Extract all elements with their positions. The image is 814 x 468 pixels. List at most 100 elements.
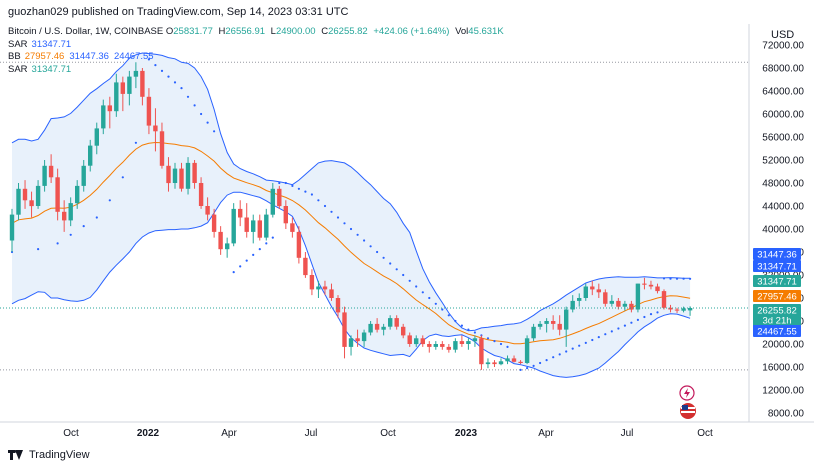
candle-body[interactable] [159, 131, 165, 166]
candle-body[interactable] [537, 323, 543, 327]
candle-body[interactable] [231, 208, 236, 244]
candle-body[interactable] [238, 208, 243, 218]
candle-body[interactable] [518, 361, 523, 363]
candle-body[interactable] [661, 291, 667, 308]
candle-body[interactable] [401, 326, 406, 336]
candle-body[interactable] [453, 341, 458, 350]
candle-body[interactable] [603, 292, 608, 304]
candle-body[interactable] [394, 318, 399, 327]
candle-body[interactable] [107, 105, 112, 112]
candle-body[interactable] [355, 338, 360, 342]
candle-body[interactable] [29, 200, 34, 207]
candle-body[interactable] [244, 217, 249, 232]
candle-body[interactable] [218, 231, 223, 250]
candle-body[interactable] [185, 162, 191, 189]
candle-body[interactable] [166, 165, 171, 184]
current-price-tag[interactable] [753, 304, 801, 327]
price-tag[interactable] [753, 260, 801, 272]
candle-body[interactable] [303, 257, 308, 276]
candle-body[interactable] [622, 303, 628, 307]
candle-body[interactable] [264, 214, 269, 238]
candle-body[interactable] [283, 206, 288, 224]
candle-body[interactable] [172, 168, 178, 183]
candle-body[interactable] [427, 344, 432, 347]
candle-body[interactable] [146, 96, 152, 126]
candle-body[interactable] [296, 231, 302, 258]
candle-body[interactable] [551, 321, 556, 324]
candle-body[interactable] [583, 286, 588, 299]
candle-body[interactable] [564, 309, 569, 330]
candle-body[interactable] [16, 188, 21, 215]
candle-body[interactable] [335, 298, 341, 313]
candle-body[interactable] [62, 211, 67, 221]
candle-body[interactable] [648, 284, 654, 287]
legend-symbol[interactable]: Bitcoin / U.S. Dollar, 1W, COINBASE [8, 26, 164, 37]
candle-body[interactable] [681, 308, 686, 311]
candle-body[interactable] [75, 185, 80, 204]
candle-body[interactable] [192, 162, 197, 183]
price-tag[interactable] [753, 275, 801, 287]
candle-body[interactable] [290, 223, 295, 232]
candle-body[interactable] [101, 105, 106, 129]
candle-body[interactable] [179, 168, 184, 189]
candle-body[interactable] [198, 183, 204, 206]
candle-body[interactable] [251, 220, 256, 232]
candle-body[interactable] [270, 188, 275, 215]
candle-body[interactable] [440, 344, 445, 347]
candle-body[interactable] [420, 338, 425, 345]
candle-body[interactable] [205, 206, 210, 215]
candle-body[interactable] [616, 300, 621, 307]
candle-body[interactable] [22, 188, 28, 201]
candle-body[interactable] [127, 76, 132, 94]
candle-body[interactable] [277, 188, 282, 207]
legend-sar2-row[interactable]: SAR 31347.71 [8, 64, 507, 77]
candle-body[interactable] [635, 283, 641, 310]
candle-body[interactable] [498, 361, 504, 365]
candle-body[interactable] [316, 286, 321, 290]
candle-body[interactable] [433, 344, 438, 347]
candle-body[interactable] [570, 300, 575, 310]
candle-body[interactable] [674, 309, 680, 311]
candle-body[interactable] [322, 286, 328, 290]
candle-body[interactable] [668, 307, 673, 310]
candle-body[interactable] [388, 318, 393, 327]
candle-body[interactable] [485, 362, 491, 365]
candle-body[interactable] [133, 70, 139, 77]
candle-body[interactable] [655, 286, 660, 292]
legend-sar-row[interactable]: SAR 31347.71 [8, 39, 507, 52]
candle-body[interactable] [225, 243, 230, 250]
candle-body[interactable] [35, 185, 41, 206]
candle-body[interactable] [596, 289, 601, 293]
candle-body[interactable] [342, 312, 347, 347]
candle-body[interactable] [492, 362, 497, 365]
candle-body[interactable] [48, 165, 54, 178]
candle-body[interactable] [609, 300, 614, 304]
candle-body[interactable] [531, 326, 536, 339]
candle-body[interactable] [309, 275, 315, 290]
candle-body[interactable] [466, 341, 471, 344]
price-tag[interactable] [753, 248, 801, 260]
candle-body[interactable] [687, 308, 693, 311]
candle-body[interactable] [114, 82, 119, 112]
candle-body[interactable] [257, 220, 262, 238]
candle-body[interactable] [505, 358, 510, 362]
candle-body[interactable] [557, 323, 562, 330]
candle-body[interactable] [629, 303, 634, 310]
candle-body[interactable] [642, 283, 647, 285]
price-tag[interactable] [753, 325, 801, 337]
candle-body[interactable] [94, 128, 99, 146]
candle-body[interactable] [479, 338, 484, 365]
candle-body[interactable] [361, 332, 367, 342]
candle-body[interactable] [544, 321, 549, 324]
candle-body[interactable] [524, 338, 530, 363]
candle-body[interactable] [348, 338, 354, 347]
price-tag[interactable] [753, 290, 801, 302]
candle-body[interactable] [446, 346, 451, 350]
candle-body[interactable] [9, 214, 15, 241]
candle-body[interactable] [368, 323, 373, 333]
candle-body[interactable] [55, 177, 60, 212]
candle-body[interactable] [414, 338, 419, 345]
candle-body[interactable] [381, 326, 386, 330]
candle-body[interactable] [211, 214, 217, 232]
candle-body[interactable] [68, 203, 73, 221]
